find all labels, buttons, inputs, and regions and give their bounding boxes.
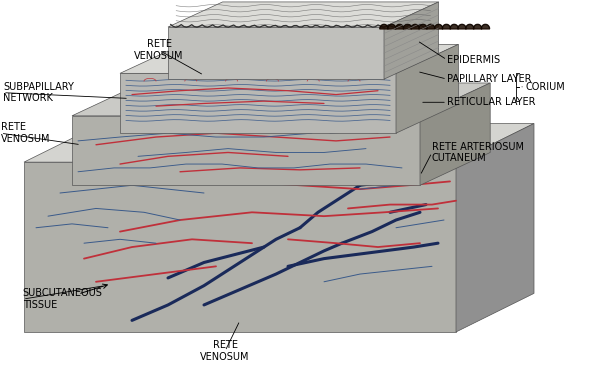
Text: EPIDERMIS: EPIDERMIS	[447, 55, 500, 65]
Text: RETE
VENOSUM: RETE VENOSUM	[1, 122, 50, 144]
Polygon shape	[120, 44, 458, 73]
Polygon shape	[434, 24, 443, 29]
Text: RETE ARTERIOSUM
CUTANEUM: RETE ARTERIOSUM CUTANEUM	[432, 142, 524, 163]
Polygon shape	[456, 124, 534, 332]
Polygon shape	[72, 83, 490, 116]
Polygon shape	[403, 24, 412, 29]
Polygon shape	[380, 24, 388, 29]
Polygon shape	[168, 2, 439, 27]
Polygon shape	[388, 24, 396, 29]
Polygon shape	[419, 24, 427, 29]
Text: PAPILLARY LAYER: PAPILLARY LAYER	[447, 74, 532, 84]
Polygon shape	[420, 83, 490, 185]
Polygon shape	[481, 24, 490, 29]
Text: CORIUM: CORIUM	[525, 82, 565, 92]
Polygon shape	[396, 44, 458, 133]
Polygon shape	[24, 124, 534, 162]
Polygon shape	[384, 2, 439, 79]
Polygon shape	[395, 24, 404, 29]
Polygon shape	[450, 24, 458, 29]
Polygon shape	[24, 162, 456, 332]
Polygon shape	[458, 24, 466, 29]
Text: SUBPAPILLARY
NETWORK: SUBPAPILLARY NETWORK	[3, 82, 74, 103]
Text: SUBCUTANEOUS
TISSUE: SUBCUTANEOUS TISSUE	[23, 288, 103, 310]
Text: RETE
VENOSUM: RETE VENOSUM	[200, 340, 250, 362]
Text: RETICULAR LAYER: RETICULAR LAYER	[447, 97, 536, 107]
Polygon shape	[442, 24, 451, 29]
Polygon shape	[120, 73, 396, 133]
Polygon shape	[427, 24, 435, 29]
Text: RETE
VENOSUM: RETE VENOSUM	[134, 39, 184, 61]
Polygon shape	[473, 24, 482, 29]
Polygon shape	[411, 24, 419, 29]
Polygon shape	[168, 27, 384, 79]
Polygon shape	[466, 24, 474, 29]
Polygon shape	[72, 116, 420, 185]
